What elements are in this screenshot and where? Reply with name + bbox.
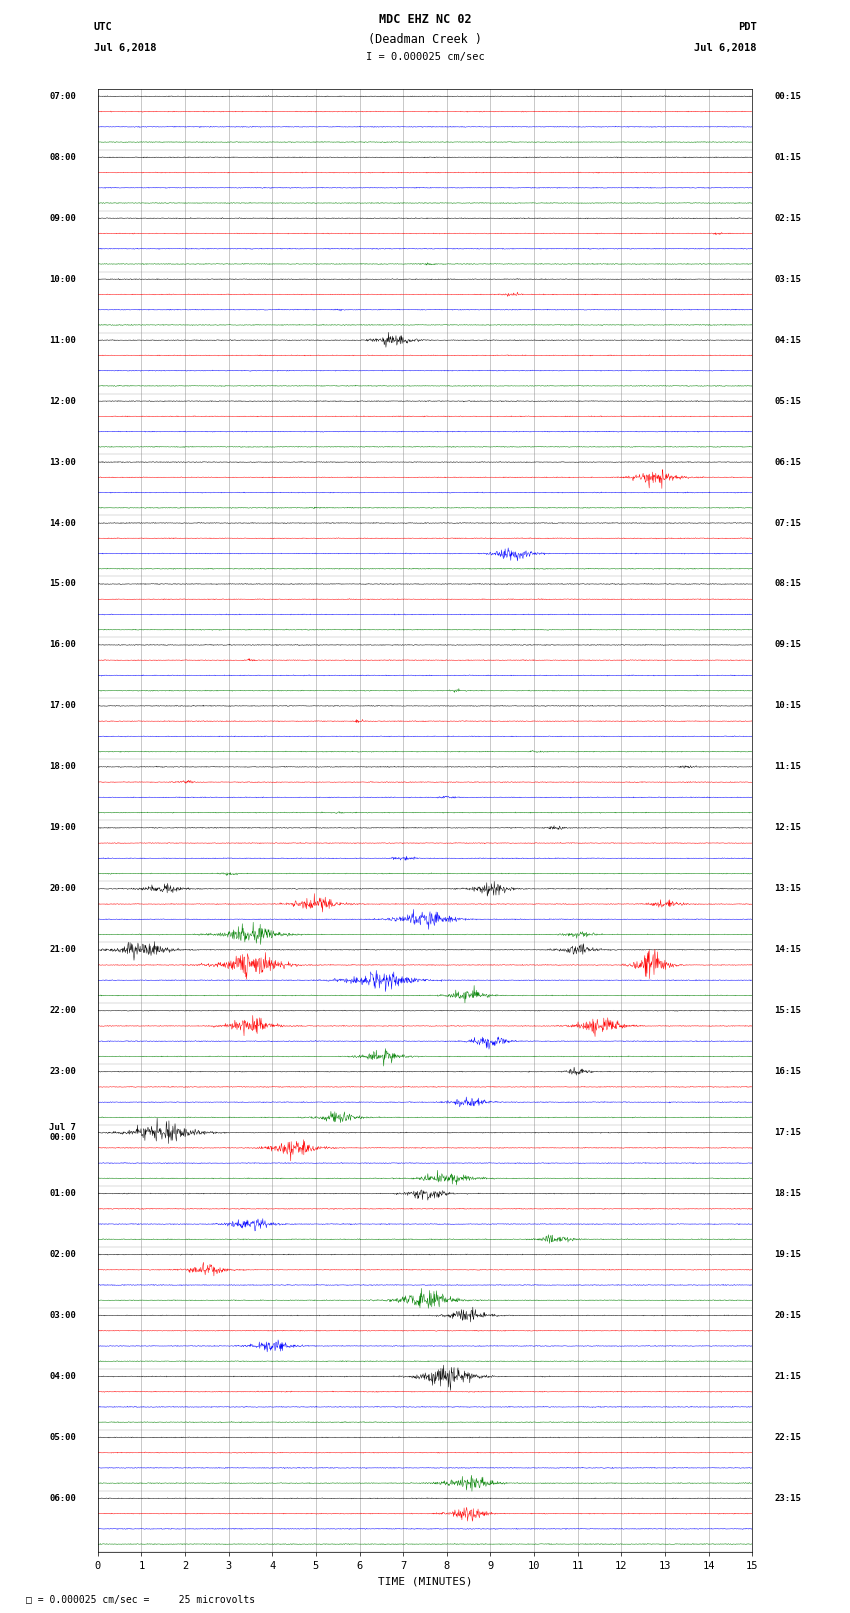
Text: 10:00: 10:00 [49, 274, 76, 284]
Text: 06:00: 06:00 [49, 1494, 76, 1503]
Text: 16:15: 16:15 [774, 1068, 801, 1076]
X-axis label: TIME (MINUTES): TIME (MINUTES) [377, 1576, 473, 1586]
Text: 20:00: 20:00 [49, 884, 76, 894]
Text: 15:15: 15:15 [774, 1007, 801, 1015]
Text: (Deadman Creek ): (Deadman Creek ) [368, 32, 482, 45]
Text: 18:15: 18:15 [774, 1189, 801, 1198]
Text: 02:15: 02:15 [774, 215, 801, 223]
Text: 22:00: 22:00 [49, 1007, 76, 1015]
Text: 00:15: 00:15 [774, 92, 801, 102]
Text: 19:00: 19:00 [49, 823, 76, 832]
Text: 08:15: 08:15 [774, 579, 801, 589]
Text: 08:00: 08:00 [49, 153, 76, 161]
Text: 21:00: 21:00 [49, 945, 76, 955]
Text: 04:15: 04:15 [774, 336, 801, 345]
Text: PDT: PDT [738, 23, 756, 32]
Text: 19:15: 19:15 [774, 1250, 801, 1260]
Text: 18:00: 18:00 [49, 763, 76, 771]
Text: 02:00: 02:00 [49, 1250, 76, 1260]
Text: 01:15: 01:15 [774, 153, 801, 161]
Text: 13:15: 13:15 [774, 884, 801, 894]
Text: 09:00: 09:00 [49, 215, 76, 223]
Text: 23:15: 23:15 [774, 1494, 801, 1503]
Text: 04:00: 04:00 [49, 1373, 76, 1381]
Text: 11:15: 11:15 [774, 763, 801, 771]
Text: 23:00: 23:00 [49, 1068, 76, 1076]
Text: 13:00: 13:00 [49, 458, 76, 466]
Text: 09:15: 09:15 [774, 640, 801, 650]
Text: 03:00: 03:00 [49, 1311, 76, 1319]
Text: 06:15: 06:15 [774, 458, 801, 466]
Text: 12:00: 12:00 [49, 397, 76, 405]
Text: Jul 6,2018: Jul 6,2018 [694, 44, 756, 53]
Text: 07:15: 07:15 [774, 518, 801, 527]
Text: 15:00: 15:00 [49, 579, 76, 589]
Text: 05:00: 05:00 [49, 1432, 76, 1442]
Text: 05:15: 05:15 [774, 397, 801, 405]
Text: UTC: UTC [94, 23, 112, 32]
Text: 17:15: 17:15 [774, 1127, 801, 1137]
Text: 14:15: 14:15 [774, 945, 801, 955]
Text: □ = 0.000025 cm/sec =     25 microvolts: □ = 0.000025 cm/sec = 25 microvolts [26, 1595, 255, 1605]
Text: 07:00: 07:00 [49, 92, 76, 102]
Text: 16:00: 16:00 [49, 640, 76, 650]
Text: I = 0.000025 cm/sec: I = 0.000025 cm/sec [366, 52, 484, 61]
Text: 22:15: 22:15 [774, 1432, 801, 1442]
Text: 14:00: 14:00 [49, 518, 76, 527]
Text: Jul 6,2018: Jul 6,2018 [94, 44, 156, 53]
Text: 20:15: 20:15 [774, 1311, 801, 1319]
Text: MDC EHZ NC 02: MDC EHZ NC 02 [379, 13, 471, 26]
Text: 11:00: 11:00 [49, 336, 76, 345]
Text: 01:00: 01:00 [49, 1189, 76, 1198]
Text: 03:15: 03:15 [774, 274, 801, 284]
Text: 12:15: 12:15 [774, 823, 801, 832]
Text: 17:00: 17:00 [49, 702, 76, 710]
Text: Jul 7
00:00: Jul 7 00:00 [49, 1123, 76, 1142]
Text: 10:15: 10:15 [774, 702, 801, 710]
Text: 21:15: 21:15 [774, 1373, 801, 1381]
